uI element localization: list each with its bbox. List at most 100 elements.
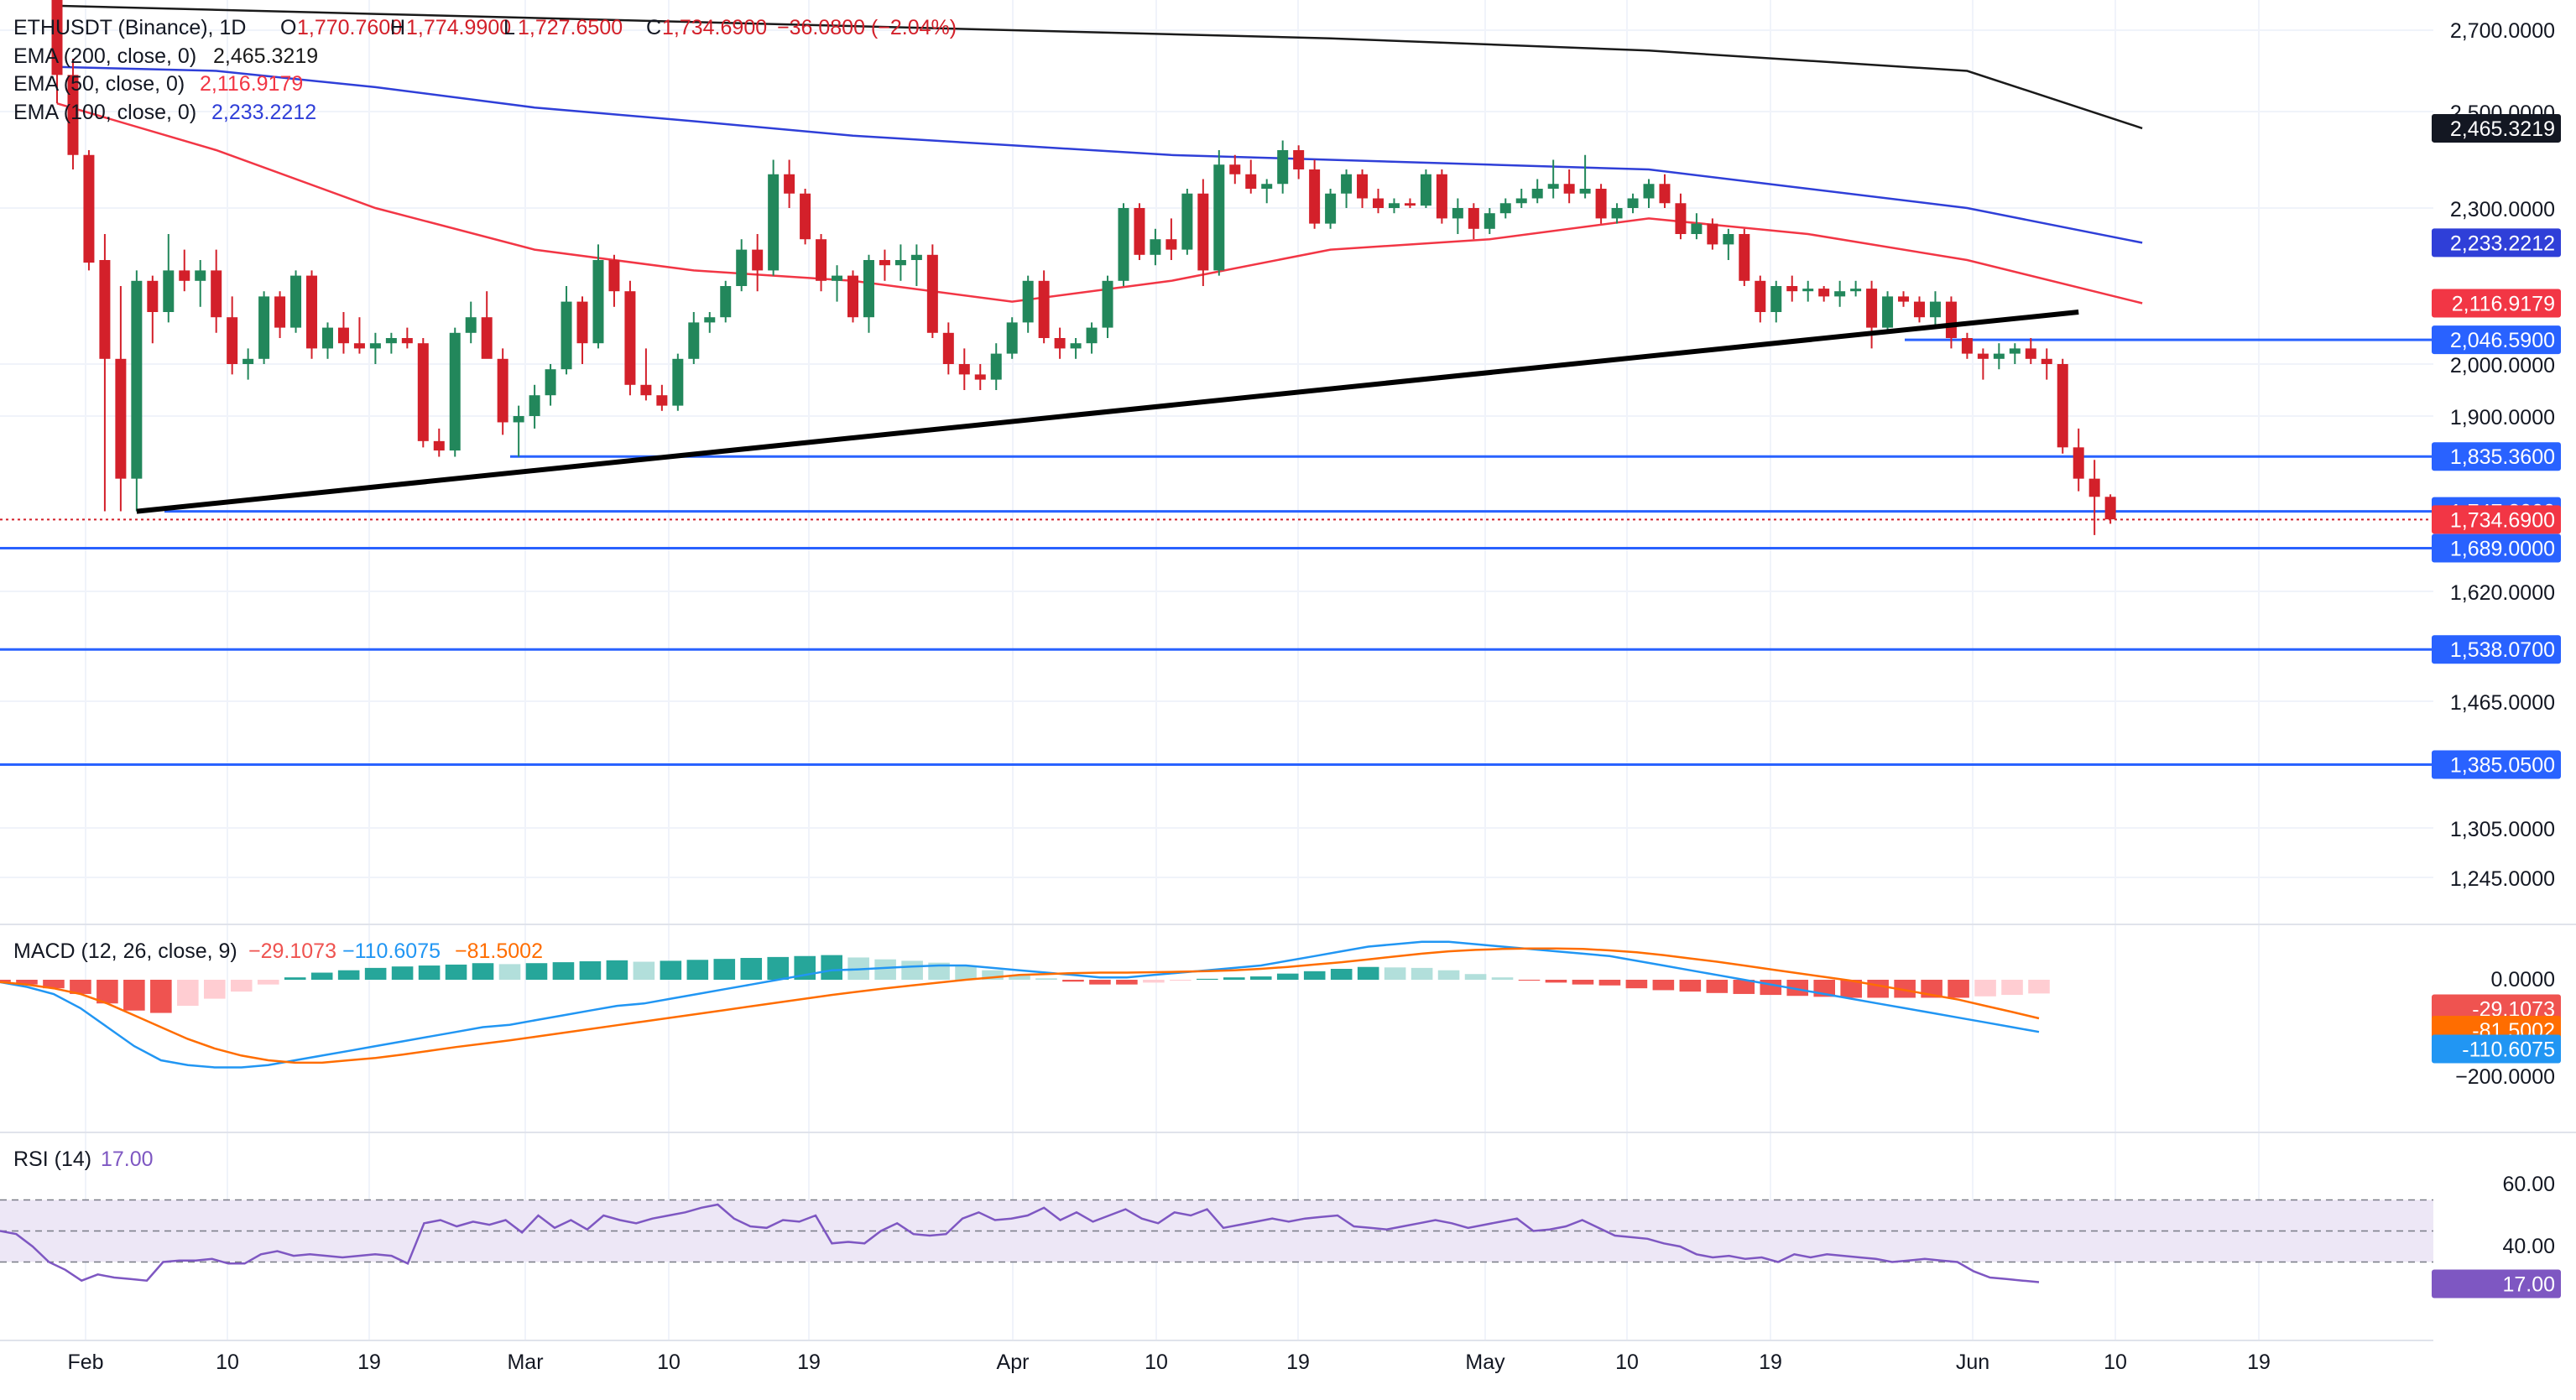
price-badge: 2,465.3219 [2450,117,2555,141]
candle-body [1229,164,1241,174]
price-badge: 2,046.5900 [2450,329,2555,352]
candle-body [1309,169,1321,224]
macd-histogram-bar [1733,980,1755,994]
rsi-axis[interactable]: 60.00 40.00 [2502,1173,2555,1258]
candle-body [1245,174,1257,189]
macd-histogram-bar [204,980,226,999]
macd-histogram-bar [1276,973,1299,980]
macd-histogram-bar [177,980,199,1007]
candle-body [1261,184,1273,189]
legend-ema100-label[interactable]: EMA (100, close, 0) [13,101,196,124]
macd-histogram-bar [1760,980,1782,996]
time-tick: Mar [507,1351,543,1374]
legend-ema200-value: 2,465.3219 [213,44,318,68]
candle-body [784,174,795,194]
macd-histogram-bar [418,965,441,980]
macd-histogram-bar [1894,980,1916,998]
time-axis[interactable]: Feb 10 19 Mar 10 19 Apr 10 19 May 10 19 … [67,1351,2270,1374]
macd-histogram-bar [1840,980,1862,998]
macd-histogram-bar [767,956,790,980]
candle-body [1388,203,1400,208]
candle-body [688,322,700,359]
macd-axis[interactable]: 0.0000 −200.0000 [2455,968,2555,1089]
candle-body [1945,301,1957,338]
macd-line-badge: -110.6075 [2462,1038,2555,1061]
candle-body [1723,234,1734,245]
candle-body [1484,213,1495,229]
macd-histogram-bar [1437,970,1460,980]
candle-body [1118,208,1129,281]
trendline-group [136,310,2079,514]
candle-body [2104,497,2116,520]
macd-histogram-bar [1706,980,1729,993]
macd-histogram-bar [364,967,387,980]
macd-histogram-bar [1464,974,1487,980]
candle-body [529,395,540,416]
candle-body [1022,280,1034,323]
macd-histogram-bar [150,980,172,1013]
candle-body [1850,289,1862,292]
candle-body [1404,203,1416,206]
candle-body [1373,198,1384,208]
candle-body [99,260,111,359]
candle-body [2009,348,2021,354]
macd-label[interactable]: MACD (12, 26, close, 9) [13,939,237,963]
macd-histogram-bar [552,962,575,980]
macd-histogram-bar [43,980,65,989]
legend-open: 1,770.7600 [297,16,402,39]
price-axis[interactable]: 2,700.0000 2,500.0000 2,300.0000 2,000.0… [2450,19,2555,891]
candle-body [465,317,477,333]
candle-body [1961,338,1973,354]
candle-body [1675,203,1687,234]
candle-body [227,317,238,364]
legend-ema200-label[interactable]: EMA (200, close, 0) [13,44,196,68]
legend-close-label: C [646,16,661,39]
macd-histogram-bar [1679,980,1702,992]
legend-symbol[interactable]: ETHUSDT (Binance), 1D [13,16,246,39]
candle-body [1611,208,1623,219]
candle-body [2073,447,2084,479]
candle-body [51,0,63,75]
candle-body [1293,150,1305,169]
candle-body [1468,208,1479,229]
candle-body [910,254,922,260]
candle-body [1977,353,1989,359]
macd-histogram-bar [525,963,548,980]
time-tick: 19 [797,1351,821,1374]
candle-body [258,296,270,359]
price-badge-bg [2432,289,2561,318]
time-tick: 19 [2247,1351,2271,1374]
legend-ema50-label[interactable]: EMA (50, close, 0) [13,72,185,96]
candle-body [1707,223,1718,245]
candle-body [2057,364,2068,448]
macd-histogram-bar [1411,967,1433,980]
macd-histogram-bar [982,970,1004,980]
candle-body [1165,239,1177,250]
candle-body [752,249,764,271]
candle-body [147,280,159,312]
price-tick: 1,465.0000 [2450,691,2555,715]
candle-body [1102,280,1113,328]
candle-body [1213,164,1225,271]
candle-body [179,270,190,281]
candle-body [768,174,780,271]
price-badge: 1,538.0700 [2450,638,2555,662]
candle-body [624,291,636,385]
signal-line [0,947,2040,1064]
time-tick: 10 [1145,1351,1168,1374]
legend-low: 1,727.6500 [518,16,623,39]
rsi-legend: RSI (14) 17.00 [13,1148,154,1171]
macd-histogram-bar [901,960,923,980]
macd-histogram-bar [1598,980,1621,986]
macd-histogram-bar [1545,980,1567,983]
macd-legend: MACD (12, 26, close, 9) −29.1073 −110.60… [13,939,543,963]
price-badge-bg [2432,442,2561,471]
macd-histogram-bar [1303,971,1326,980]
price-badge-bg [2432,533,2561,563]
macd-histogram-bar [874,959,896,980]
price-badge-bg [2432,228,2561,258]
candle-body [592,260,604,344]
candle-body [1993,353,2005,359]
rsi-label[interactable]: RSI (14) [13,1148,91,1171]
